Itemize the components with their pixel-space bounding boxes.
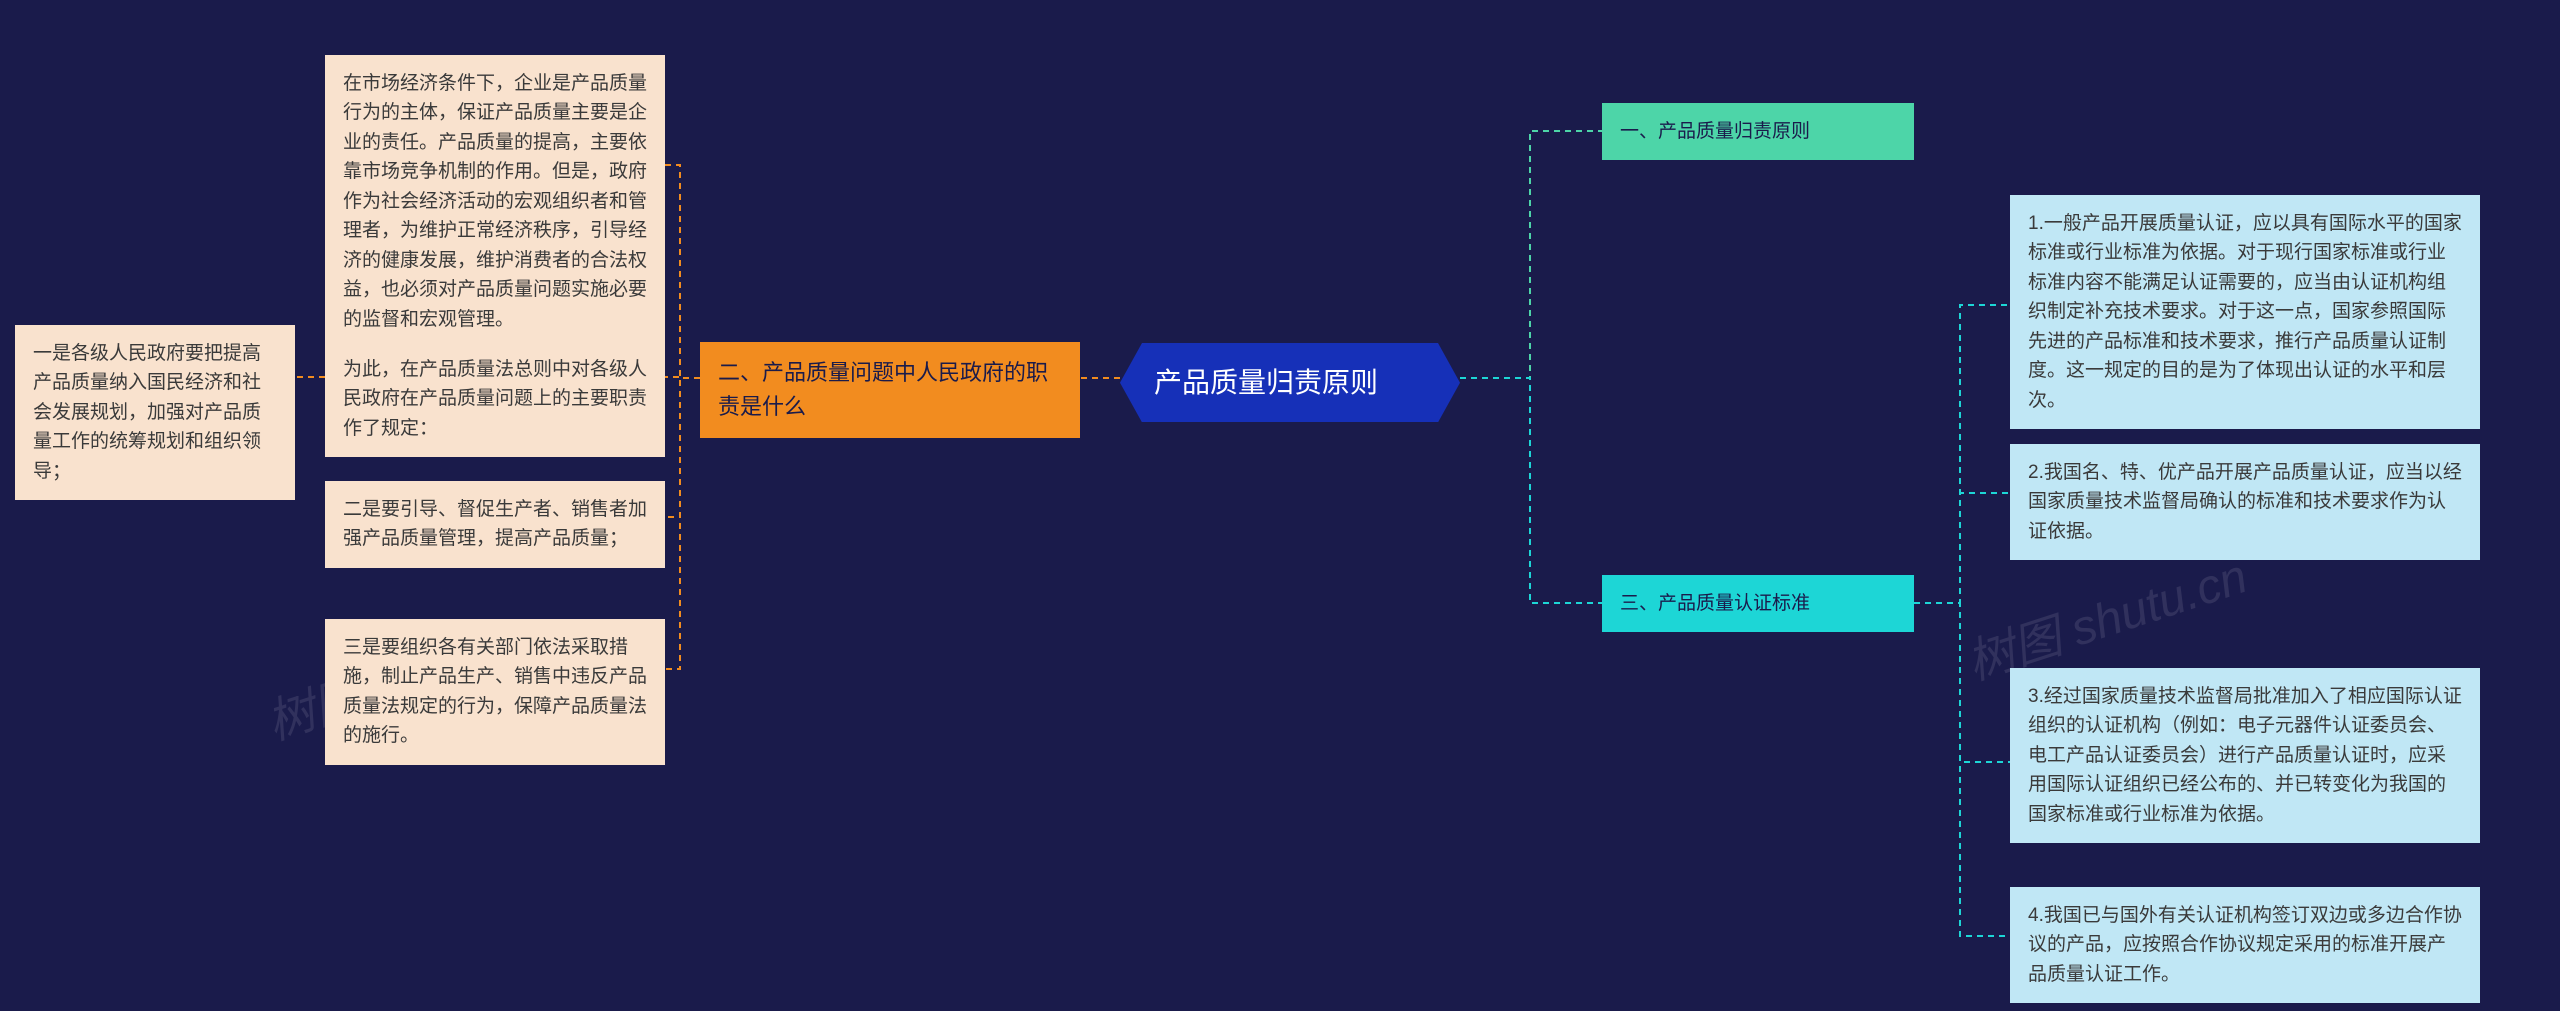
- section-2-item-4: 三是要组织各有关部门依法采取措施，制止产品生产、销售中违反产品质量法规定的行为，…: [325, 619, 665, 765]
- section-2-item-1: 在市场经济条件下，企业是产品质量行为的主体，保证产品质量主要是企业的责任。产品质…: [325, 55, 665, 348]
- section-2: 二、产品质量问题中人民政府的职责是什么: [700, 342, 1080, 438]
- root-node: 产品质量归责原则: [1120, 343, 1460, 422]
- section-2-item-2: 为此，在产品质量法总则中对各级人民政府在产品质量问题上的主要职责作了规定：: [325, 341, 665, 457]
- section-2-item-2-sub: 一是各级人民政府要把提高产品质量纳入国民经济和社会发展规划，加强对产品质量工作的…: [15, 325, 295, 500]
- section-3-item-1: 1.一般产品开展质量认证，应以具有国际水平的国家标准或行业标准为依据。对于现行国…: [2010, 195, 2480, 429]
- section-3-item-3: 3.经过国家质量技术监督局批准加入了相应国际认证组织的认证机构（例如：电子元器件…: [2010, 668, 2480, 843]
- section-3-item-4: 4.我国已与国外有关认证机构签订双边或多边合作协议的产品，应按照合作协议规定采用…: [2010, 887, 2480, 1003]
- section-1: 一、产品质量归责原则: [1602, 103, 1914, 160]
- section-3: 三、产品质量认证标准: [1602, 575, 1914, 632]
- section-3-item-2: 2.我国名、特、优产品开展产品质量认证，应当以经国家质量技术监督局确认的标准和技…: [2010, 444, 2480, 560]
- section-2-item-3: 二是要引导、督促生产者、销售者加强产品质量管理，提高产品质量；: [325, 481, 665, 568]
